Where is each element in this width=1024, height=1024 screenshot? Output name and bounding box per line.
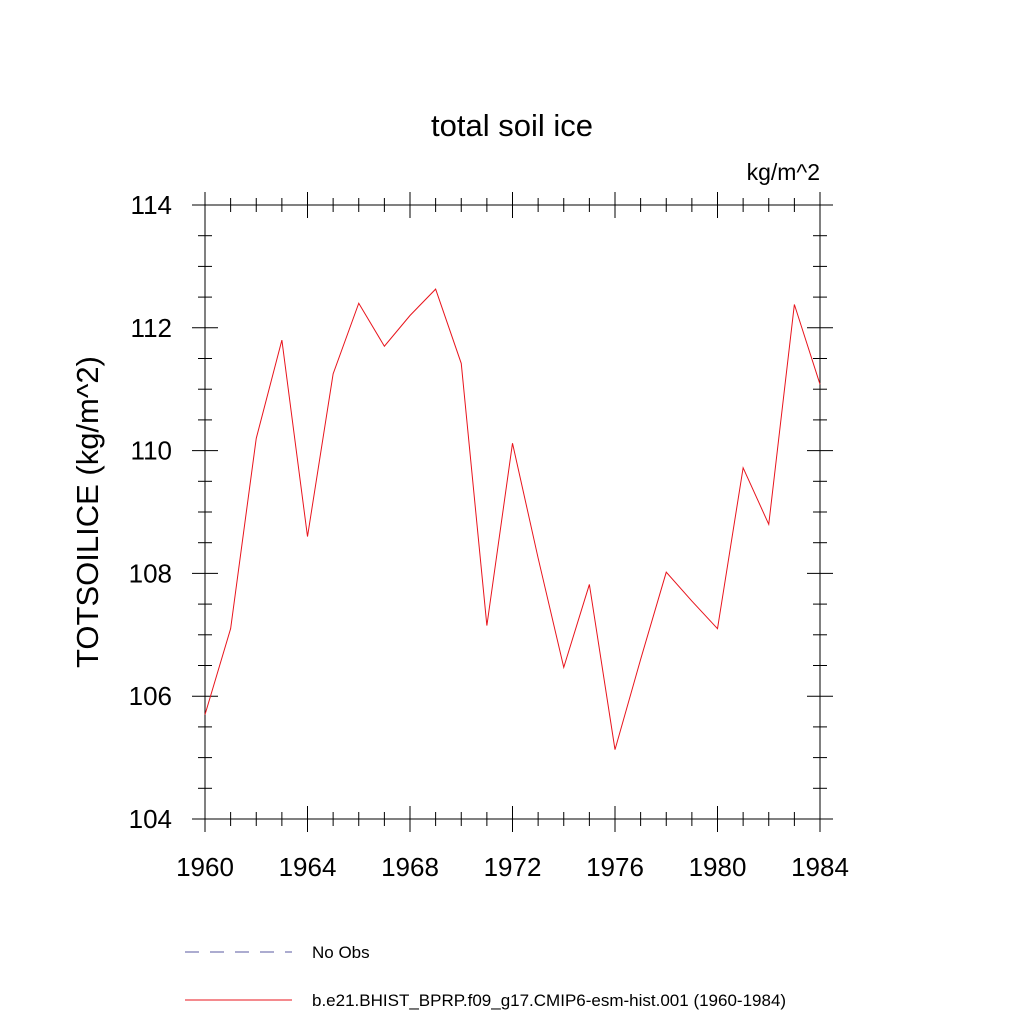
x-tick-label: 1968 bbox=[381, 852, 439, 882]
series-layer bbox=[204, 288, 821, 750]
x-axis-ticks: 1960 1964 1968 1972 1976 1980 1984 bbox=[176, 192, 849, 882]
plot-frame bbox=[204, 204, 821, 820]
y-tick-label: 114 bbox=[131, 190, 172, 220]
y-tick-label: 110 bbox=[131, 436, 172, 466]
y-tick-label: 106 bbox=[129, 681, 172, 711]
y-tick-label: 108 bbox=[129, 558, 172, 588]
y-tick-label: 104 bbox=[129, 804, 172, 834]
y-tick-label: 112 bbox=[131, 313, 172, 343]
legend-label: b.e21.BHIST_BPRP.f09_g17.CMIP6-esm-hist.… bbox=[312, 991, 786, 1010]
legend: No Obs b.e21.BHIST_BPRP.f09_g17.CMIP6-esm… bbox=[185, 943, 786, 1010]
x-tick-label: 1984 bbox=[791, 852, 849, 882]
units-label: kg/m^2 bbox=[747, 159, 820, 185]
y-axis-ticks: 104 106 108 110 112 114 bbox=[129, 190, 833, 834]
legend-label: No Obs bbox=[312, 943, 370, 962]
chart-title: total soil ice bbox=[431, 108, 593, 143]
minor-ticks bbox=[198, 198, 827, 826]
y-axis-label: TOTSOILICE (kg/m^2) bbox=[70, 356, 105, 668]
x-tick-label: 1960 bbox=[176, 852, 234, 882]
x-tick-label: 1964 bbox=[279, 852, 337, 882]
series-line-1 bbox=[204, 288, 821, 750]
x-tick-label: 1972 bbox=[484, 852, 542, 882]
x-tick-label: 1976 bbox=[586, 852, 644, 882]
x-tick-label: 1980 bbox=[689, 852, 747, 882]
